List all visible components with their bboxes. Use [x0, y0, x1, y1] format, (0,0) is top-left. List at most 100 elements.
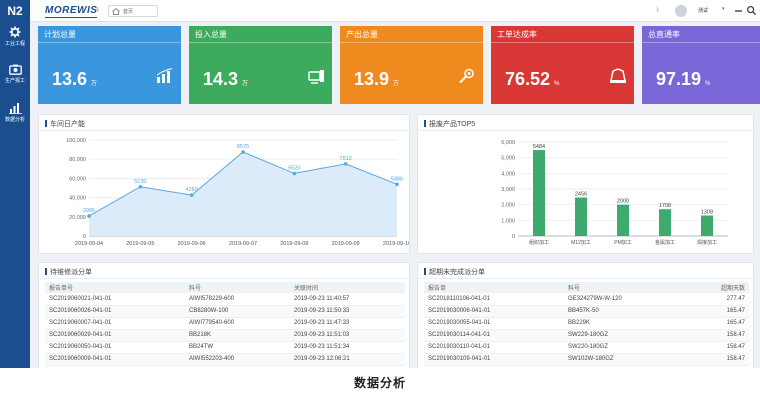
tab-home[interactable]: 首页	[108, 5, 158, 17]
table-cell: 158.47	[679, 341, 749, 354]
table-cell: SW220-180GZ	[564, 341, 679, 354]
table-cell: AIWI779540-600	[185, 317, 290, 330]
table-row[interactable]: SC2019030006-041-01 BB457K-50 165.47	[424, 305, 749, 318]
x-tick-label: 组织加工	[529, 239, 549, 246]
gear-icon	[9, 26, 21, 38]
data-label: 2456	[575, 192, 587, 198]
bar-chart-icon	[156, 68, 173, 83]
x-tick-label: 2019-09-07	[229, 241, 257, 247]
data-label: 5130	[134, 179, 146, 185]
kpi-title: 产出总量	[346, 30, 378, 39]
table-row[interactable]: SC2019030114-041-01 SW229-180GZ 158.47	[424, 329, 749, 342]
data-label: 1308	[701, 210, 713, 216]
data-label: 6520	[288, 165, 300, 171]
table-cell: 158.47	[679, 329, 749, 342]
app-logo: MOREWIS	[45, 5, 98, 18]
x-tick-label: PM加工	[614, 239, 632, 246]
data-point	[241, 150, 245, 154]
table-cell: 2019-09-23 12:06:21	[290, 353, 405, 366]
panel-title: 报废产品TOP5	[429, 121, 476, 128]
table-cell: 158.47	[679, 353, 749, 366]
table-cell: 165.47	[679, 305, 749, 318]
panel-title: 超期未完成派分单	[429, 269, 485, 276]
kpi-title: 工单达成率	[497, 30, 537, 39]
table-row[interactable]: SC2019030110-041-01 SW220-180GZ 158.47	[424, 341, 749, 354]
kpi-value: 13.6 万	[52, 69, 98, 89]
table-row[interactable]: SC2019060026-041-01 CB8280W-100 2019-09-23…	[45, 305, 405, 318]
data-label: 1708	[659, 203, 671, 209]
x-tick-label: 金属加工	[655, 239, 675, 246]
data-label: 2000	[617, 199, 629, 205]
nav-forward-button[interactable]: ›	[656, 4, 660, 15]
bar-chart-icon	[8, 103, 22, 114]
column-header[interactable]: 关联时间	[290, 282, 405, 293]
pending-repair-panel: 待维修派分单 报告单号 料号 关联时间 SC2019060021-041-01 A…	[38, 262, 410, 368]
kpi-title: 计划总量	[44, 30, 76, 39]
daily-capacity-panel: 车间日产能 0 20,000 40,000 60,000 80,000 100,000 20…	[38, 114, 410, 254]
data-point	[395, 182, 399, 187]
chevron-down-icon[interactable]: ▾	[722, 6, 725, 12]
x-tick-label: 2019-09-08	[280, 241, 308, 247]
column-header[interactable]: 报告单号	[45, 282, 185, 293]
home-icon	[112, 8, 120, 15]
y-tick-label: 4,000	[501, 171, 515, 177]
data-label: 5484	[533, 144, 545, 150]
y-tick-label: 40,000	[69, 196, 86, 202]
y-tick-label: 0	[512, 234, 515, 240]
minimize-icon[interactable]	[733, 5, 744, 16]
column-header[interactable]: 料号	[185, 282, 290, 293]
kpi-value: 76.52%	[505, 69, 560, 89]
kpi-card-order-achievement-rate: 工单达成率 76.52%	[491, 26, 634, 104]
data-label: 4260	[186, 187, 198, 193]
column-header[interactable]: 报告单	[424, 282, 564, 293]
kpi-card-first-pass-yield: 总直通率 97.19%	[642, 26, 760, 104]
data-point	[189, 193, 194, 197]
table-row[interactable]: SC2019030109-041-01 SW102W-180GZ 158.47	[424, 353, 749, 366]
y-tick-label: 3,000	[501, 187, 515, 193]
table-row[interactable]: SC2019030055-041-01 BB229K 165.47	[424, 317, 749, 330]
table-cell: SC2019060021-041-01	[45, 293, 185, 306]
table-row[interactable]: SC2019060050-041-01 BB24TW 2019-09-23 11:5…	[45, 341, 405, 354]
y-tick-label: 60,000	[69, 176, 86, 182]
y-tick-label: 100,000	[66, 138, 86, 144]
y-tick-label: 5,000	[501, 156, 515, 162]
y-tick-label: 2,000	[501, 203, 515, 209]
area-fill	[89, 152, 397, 236]
bar	[659, 209, 671, 236]
table-row[interactable]: SC2019060029-041-01 BB218K 2019-09-23 11:5…	[45, 329, 405, 342]
magnifier-icon	[459, 68, 474, 84]
user-name[interactable]: 测试	[698, 8, 709, 14]
app-window: N2 工业工程 生产报工	[0, 0, 760, 368]
sidebar-item-data-analysis[interactable]: 数据分析	[0, 102, 30, 123]
table-cell: SC2019030055-041-01	[424, 317, 564, 330]
data-label: 8575	[237, 144, 249, 150]
scrap-top5-panel: 报废产品TOP5 0 1,000 2,000 3,000 4,000 5,000 6,000…	[417, 114, 754, 254]
table-cell: AIWI578229-600	[185, 293, 290, 306]
table-row[interactable]: SC2019060007-041-01 AIWI779540-600 2019-09…	[45, 317, 405, 330]
table-row[interactable]: SC2018110106-041-01 GE324279W-W-120 277.47	[424, 293, 749, 306]
sidebar-item-production-report[interactable]: 生产报工	[0, 64, 30, 84]
printer-icon	[610, 68, 626, 83]
table-cell: 2019-09-23 11:50:33	[290, 305, 405, 318]
table-cell: GE324279W-W-120	[564, 293, 679, 306]
table-cell: AIWI552203-400	[185, 353, 290, 366]
table-row[interactable]: SC2019060021-041-01 AIWI578229-600 2019-09…	[45, 293, 405, 306]
overdue-orders-panel: 超期未完成派分单 报告单 料号 超期天数 SC2018110106-041-01…	[417, 262, 754, 368]
x-tick-label: 焊接加工	[697, 239, 717, 246]
tab-home-label: 首页	[123, 9, 134, 15]
table-cell: 2019-09-23 11:51:03	[290, 329, 405, 342]
avatar[interactable]	[675, 5, 687, 17]
table-row[interactable]: SC2019060009-041-01 AIWI552203-400 2019-09…	[45, 353, 405, 366]
data-label: 5386	[391, 176, 403, 182]
table-cell: 2019-09-23 11:40:57	[290, 293, 405, 306]
bar	[533, 150, 545, 236]
column-header[interactable]: 料号	[564, 282, 679, 293]
table-cell: CB8280W-100	[185, 305, 290, 318]
sidebar-item-industrial-engineering[interactable]: 工业工程	[0, 26, 30, 47]
search-icon[interactable]	[746, 5, 757, 16]
nav-back-button[interactable]: ‹	[96, 4, 100, 15]
overdue-orders-table: 报告单 料号 超期天数 SC2018110106-041-01 GE324279W…	[424, 282, 749, 366]
x-tick-label: 2019-09-06	[178, 241, 206, 247]
table-cell: BB229K	[564, 317, 679, 330]
column-header[interactable]: 超期天数	[679, 282, 749, 293]
